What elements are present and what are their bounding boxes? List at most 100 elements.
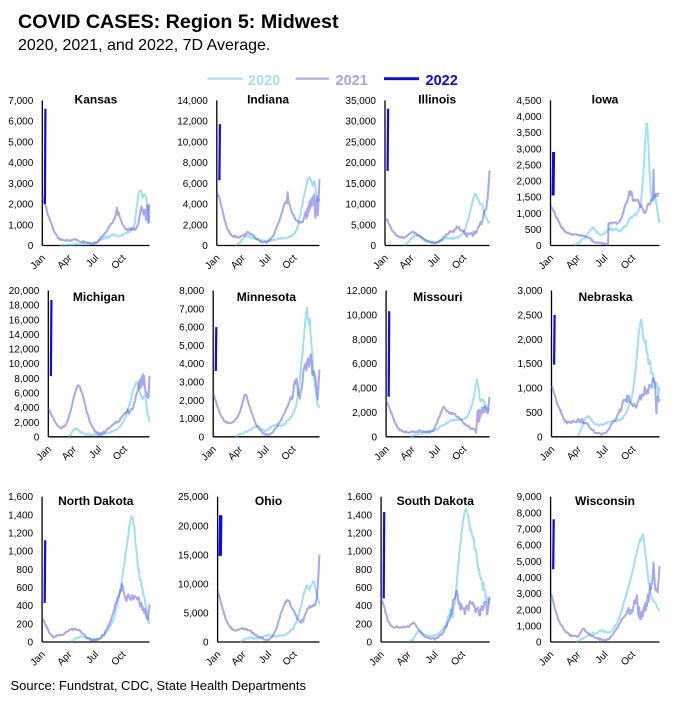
svg-text:1,000: 1,000 [8,220,33,231]
svg-text:3,500: 3,500 [516,128,541,139]
svg-text:0: 0 [536,241,542,252]
svg-text:2,000: 2,000 [516,177,541,188]
svg-text:2,000: 2,000 [517,335,542,346]
svg-text:7,000: 7,000 [179,304,204,315]
svg-text:14,000: 14,000 [177,96,208,107]
svg-text:2020, 2021, and 2022, 7D Avera: 2020, 2021, and 2022, 7D Average. [18,37,270,54]
svg-text:North Dakota: North Dakota [58,494,134,508]
svg-text:10,000: 10,000 [177,138,208,149]
svg-text:0: 0 [202,241,208,252]
svg-text:400: 400 [355,601,372,612]
svg-text:400: 400 [16,601,33,612]
svg-text:3,000: 3,000 [517,286,542,297]
svg-text:2,000: 2,000 [183,220,208,231]
svg-text:800: 800 [16,565,33,576]
svg-text:Iowa: Iowa [592,93,619,107]
svg-text:8,000: 8,000 [14,374,39,385]
svg-text:Ohio: Ohio [255,494,282,508]
svg-text:3,000: 3,000 [8,179,33,190]
svg-text:18,000: 18,000 [9,301,40,312]
svg-text:35,000: 35,000 [345,96,376,107]
svg-text:2021: 2021 [336,73,368,89]
svg-text:1,400: 1,400 [8,510,33,521]
svg-text:9,000: 9,000 [517,492,542,503]
svg-text:6,000: 6,000 [8,117,33,128]
svg-text:5,000: 5,000 [179,341,204,352]
svg-text:0: 0 [370,241,376,252]
svg-text:4,000: 4,000 [183,200,208,211]
svg-text:1,000: 1,000 [179,414,204,425]
svg-text:20,000: 20,000 [345,158,376,169]
svg-text:3,000: 3,000 [179,378,204,389]
svg-text:2,000: 2,000 [517,605,542,616]
svg-text:0: 0 [367,638,373,649]
svg-text:6,000: 6,000 [179,323,204,334]
svg-text:1,600: 1,600 [8,492,33,503]
svg-text:Wisconsin: Wisconsin [575,494,635,508]
svg-text:2020: 2020 [248,73,280,89]
svg-text:14,000: 14,000 [9,330,40,341]
svg-text:1,200: 1,200 [347,529,372,540]
svg-text:2,000: 2,000 [14,418,39,429]
svg-text:1,600: 1,600 [347,492,372,503]
svg-text:20,000: 20,000 [178,521,209,532]
svg-text:10,000: 10,000 [9,359,40,370]
svg-text:Indiana: Indiana [247,93,289,107]
svg-text:1,400: 1,400 [347,510,372,521]
svg-text:0: 0 [28,241,34,252]
svg-text:COVID CASES: Region 5: Midwest: COVID CASES: Region 5: Midwest [18,11,339,33]
svg-text:5,000: 5,000 [517,557,542,568]
svg-text:600: 600 [355,583,372,594]
svg-text:500: 500 [526,408,543,419]
svg-text:1,200: 1,200 [8,529,33,540]
svg-text:12,000: 12,000 [9,345,40,356]
svg-text:1,000: 1,000 [517,621,542,632]
svg-text:5,000: 5,000 [184,609,209,620]
svg-text:3,000: 3,000 [516,144,541,155]
svg-text:0: 0 [34,432,40,443]
svg-text:Minnesota: Minnesota [237,290,297,304]
svg-text:2,000: 2,000 [352,408,377,419]
svg-text:4,500: 4,500 [516,96,541,107]
svg-text:12,000: 12,000 [347,286,378,297]
svg-text:5,000: 5,000 [8,138,33,149]
svg-text:Illinois: Illinois [418,93,456,107]
svg-text:4,000: 4,000 [179,359,204,370]
svg-text:Nebraska: Nebraska [578,290,632,304]
svg-text:1,000: 1,000 [8,547,33,558]
svg-text:8,000: 8,000 [179,286,204,297]
svg-text:200: 200 [16,619,33,630]
svg-text:200: 200 [355,619,372,630]
svg-text:6,000: 6,000 [352,359,377,370]
svg-text:1,000: 1,000 [516,209,541,220]
svg-text:20,000: 20,000 [9,286,40,297]
svg-text:0: 0 [536,638,542,649]
svg-text:15,000: 15,000 [345,179,376,190]
svg-text:25,000: 25,000 [178,492,209,503]
svg-text:10,000: 10,000 [345,200,376,211]
svg-text:5,000: 5,000 [351,220,376,231]
svg-text:600: 600 [16,583,33,594]
svg-text:2,000: 2,000 [179,396,204,407]
svg-text:3,000: 3,000 [517,589,542,600]
svg-text:4,000: 4,000 [8,158,33,169]
svg-text:500: 500 [525,225,542,236]
svg-text:4,000: 4,000 [516,112,541,123]
svg-text:30,000: 30,000 [345,117,376,128]
svg-text:0: 0 [372,432,378,443]
svg-text:Missouri: Missouri [413,290,462,304]
svg-text:4,000: 4,000 [352,384,377,395]
svg-text:15,000: 15,000 [178,550,209,561]
svg-text:8,000: 8,000 [183,158,208,169]
svg-text:1,500: 1,500 [517,359,542,370]
svg-text:0: 0 [199,432,205,443]
svg-text:8,000: 8,000 [517,508,542,519]
svg-text:800: 800 [355,565,372,576]
svg-text:2,500: 2,500 [517,311,542,322]
svg-text:10,000: 10,000 [178,579,209,590]
svg-text:1,500: 1,500 [516,193,541,204]
svg-text:25,000: 25,000 [345,138,376,149]
svg-text:Kansas: Kansas [75,93,118,107]
svg-text:2,000: 2,000 [8,200,33,211]
svg-text:8,000: 8,000 [352,335,377,346]
